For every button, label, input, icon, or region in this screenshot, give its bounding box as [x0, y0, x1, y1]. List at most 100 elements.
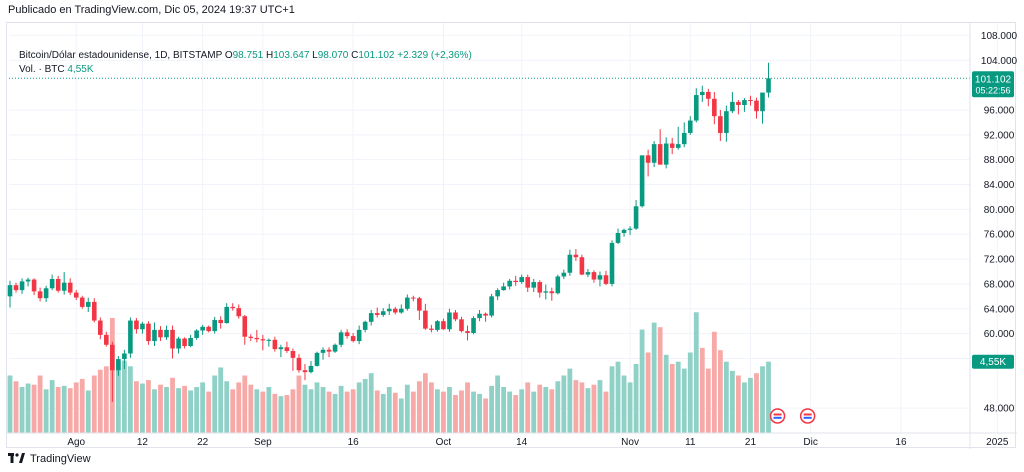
- candle-body: [423, 310, 428, 329]
- volume-bar: [615, 361, 621, 433]
- volume-bar: [398, 398, 404, 433]
- event-flag-stripe: [803, 416, 812, 419]
- volume-bar: [441, 391, 446, 433]
- candle-body: [525, 277, 531, 288]
- candle-body: [573, 254, 579, 258]
- candle-body: [158, 329, 163, 338]
- volume-bar: [687, 352, 693, 433]
- candle-body: [669, 143, 675, 148]
- high-label: H: [266, 50, 274, 61]
- time-tick-label: 22: [197, 437, 209, 448]
- volume-bar: [609, 366, 615, 433]
- volume-bar: [320, 387, 326, 433]
- price-tick-label: 60.000: [984, 329, 1015, 340]
- volume-bar: [573, 380, 579, 433]
- candle-body: [170, 329, 175, 349]
- tradingview-logo-icon: [8, 452, 26, 466]
- volume-bar: [374, 390, 380, 433]
- volume-bar: [290, 389, 296, 433]
- time-tick-label: Dic: [803, 437, 817, 448]
- volume-bar: [7, 375, 13, 433]
- candle-body: [338, 332, 344, 345]
- last-price-label: 101.102: [975, 74, 1012, 85]
- volume-bar: [465, 382, 470, 433]
- candle-body: [621, 229, 627, 233]
- candle-body: [712, 98, 717, 117]
- volume-bar: [206, 391, 212, 433]
- candle-body: [164, 329, 169, 338]
- volume-bar: [230, 389, 236, 433]
- candle-body: [700, 91, 705, 96]
- candle-body: [615, 232, 621, 243]
- volume-bar: [435, 389, 440, 433]
- event-flag-icon: [799, 408, 816, 424]
- candle-body: [483, 313, 488, 316]
- price-tick-label: 96.000: [984, 105, 1015, 116]
- candle-body: [266, 339, 272, 341]
- candle-body: [645, 155, 651, 163]
- candle-body: [513, 280, 518, 283]
- candle-body: [188, 337, 193, 347]
- volume-bar: [146, 380, 151, 433]
- candle-body: [79, 297, 85, 307]
- symbol-label[interactable]: Bitcoin/Dólar estadounidense, 1D, BITSTA…: [19, 50, 223, 61]
- candle-body: [405, 297, 410, 309]
- chart-frame[interactable]: 48.00056.00060.00064.00068.00072.00076.0…: [6, 22, 1017, 449]
- candle-body: [501, 286, 506, 291]
- volume-bar: [236, 382, 242, 433]
- time-tick-label: 14: [516, 437, 528, 448]
- volume-bar: [657, 327, 663, 433]
- candle-body: [224, 306, 230, 324]
- candle-body: [392, 308, 398, 313]
- countdown-label: 05:22:56: [975, 85, 1010, 95]
- candle-body: [350, 336, 356, 342]
- volume-bar: [152, 389, 157, 433]
- candle-body: [356, 329, 362, 342]
- volume-label[interactable]: Vol. · BTC: [19, 64, 65, 75]
- candle-body: [284, 347, 290, 351]
- volume-bar: [513, 395, 519, 433]
- volume-bar: [182, 385, 187, 433]
- price-axis[interactable]: 48.00056.00060.00064.00068.00072.00076.0…: [969, 23, 1017, 449]
- volume-bar: [555, 381, 561, 433]
- candle-body: [531, 282, 537, 288]
- candle-body: [31, 279, 37, 292]
- candle-body: [754, 100, 759, 112]
- time-axis[interactable]: Ago 12 22 Sep 16 Oct 14 Nov 11 21 Dic 16 2025: [7, 432, 1017, 448]
- candle-body: [386, 308, 392, 312]
- volume-bar: [766, 361, 771, 433]
- candle-body: [627, 228, 633, 230]
- candle-body: [519, 277, 524, 283]
- volume-bar: [308, 389, 314, 433]
- volume-bar: [651, 322, 657, 433]
- volume-bar: [742, 382, 747, 433]
- candle-body: [399, 308, 404, 313]
- volume-bar: [67, 388, 73, 433]
- volume-bar: [693, 312, 699, 433]
- volume-bar: [675, 361, 681, 433]
- volume-bar: [49, 380, 55, 433]
- price-tick-label: 108.000: [981, 31, 1017, 42]
- candle-body: [85, 301, 91, 307]
- candlesticks: [7, 62, 771, 402]
- time-tick-label: Ago: [67, 437, 85, 448]
- time-tick-label: 11: [685, 437, 696, 448]
- candle-body: [633, 206, 639, 229]
- candle-body: [760, 92, 765, 112]
- candle-body: [326, 349, 332, 352]
- candle-body: [603, 275, 609, 284]
- volume-bar: [483, 398, 488, 433]
- high-value: 103.647: [273, 50, 310, 61]
- time-tick-label: Nov: [621, 437, 639, 448]
- volume-bars: [7, 312, 771, 433]
- candle-body: [651, 144, 657, 163]
- volume-bar: [633, 364, 639, 433]
- volume-bar: [272, 393, 278, 433]
- candle-body: [200, 326, 205, 331]
- event-markers[interactable]: [769, 408, 816, 424]
- volume-bar: [392, 392, 398, 433]
- candle-body: [477, 313, 482, 319]
- candle-body: [537, 282, 543, 293]
- price-chart[interactable]: 48.00056.00060.00064.00068.00072.00076.0…: [7, 23, 1017, 449]
- volume-bar: [332, 393, 338, 433]
